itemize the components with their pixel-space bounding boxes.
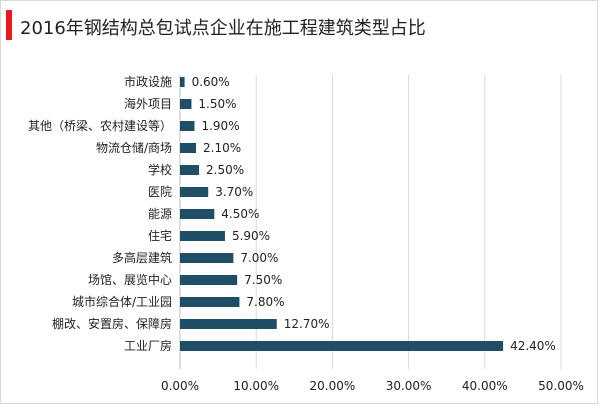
title-accent-bar [6, 10, 12, 40]
data-label: 4.50% [221, 207, 259, 221]
category-label: 市政设施 [124, 74, 172, 89]
x-tick-label: 40.00% [462, 379, 508, 393]
category-label: 棚改、安置房、保障房 [52, 316, 172, 331]
category-label: 住宅 [148, 228, 172, 243]
category-label: 学校 [148, 162, 172, 177]
category-label: 物流仓储/商场 [96, 140, 172, 155]
data-label: 2.50% [206, 163, 244, 177]
data-label: 7.00% [240, 251, 278, 265]
data-label: 0.60% [192, 75, 230, 89]
category-label: 海外项目 [124, 96, 172, 111]
x-tick-label: 20.00% [310, 379, 356, 393]
bar [180, 209, 215, 219]
data-label: 5.90% [232, 229, 270, 243]
data-label: 42.40% [510, 339, 556, 353]
bar [180, 297, 240, 307]
bar [180, 275, 238, 285]
data-label: 1.90% [201, 119, 239, 133]
x-tick-label: 10.00% [233, 379, 279, 393]
category-label: 城市综合体/工业园 [72, 294, 172, 309]
data-label: 3.70% [215, 185, 253, 199]
data-label: 7.50% [244, 273, 282, 287]
data-label: 7.80% [246, 295, 284, 309]
category-label: 其他（桥梁、农村建设等） [28, 118, 172, 133]
bar [180, 341, 504, 351]
category-label: 能源 [148, 207, 172, 221]
bar [180, 143, 197, 153]
x-tick-label: 50.00% [538, 379, 584, 393]
x-tick-label: 30.00% [386, 379, 432, 393]
data-label: 1.50% [198, 97, 236, 111]
category-label: 场馆、展览中心 [88, 272, 172, 287]
category-label: 医院 [148, 185, 172, 199]
bar [180, 165, 200, 175]
bar [180, 99, 192, 109]
bar [180, 77, 185, 87]
bar [180, 253, 234, 263]
chart-title: 2016年钢结构总包试点企业在施工程建筑类型占比 [20, 18, 426, 39]
data-label: 12.70% [284, 317, 330, 331]
bar [180, 319, 277, 329]
data-label: 2.10% [203, 141, 241, 155]
bar [180, 121, 195, 131]
category-label: 工业厂房 [124, 338, 172, 353]
category-label: 多高层建筑 [112, 250, 172, 265]
bar [180, 187, 209, 197]
x-tick-label: 0.00% [161, 379, 199, 393]
bar [180, 231, 225, 241]
